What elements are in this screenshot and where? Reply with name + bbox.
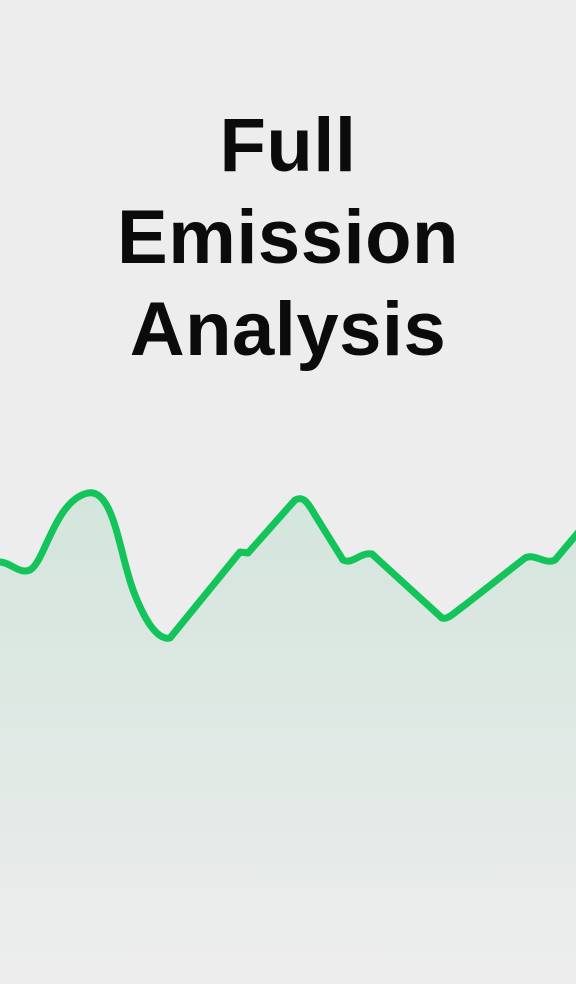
trend-line	[0, 489, 576, 642]
page-title: Full Emission Analysis	[0, 100, 576, 376]
title-line-1: Full	[219, 103, 357, 188]
trend-area-fill	[0, 492, 576, 984]
title-line-2: Emission	[117, 195, 459, 280]
title-line-3: Analysis	[129, 287, 447, 372]
